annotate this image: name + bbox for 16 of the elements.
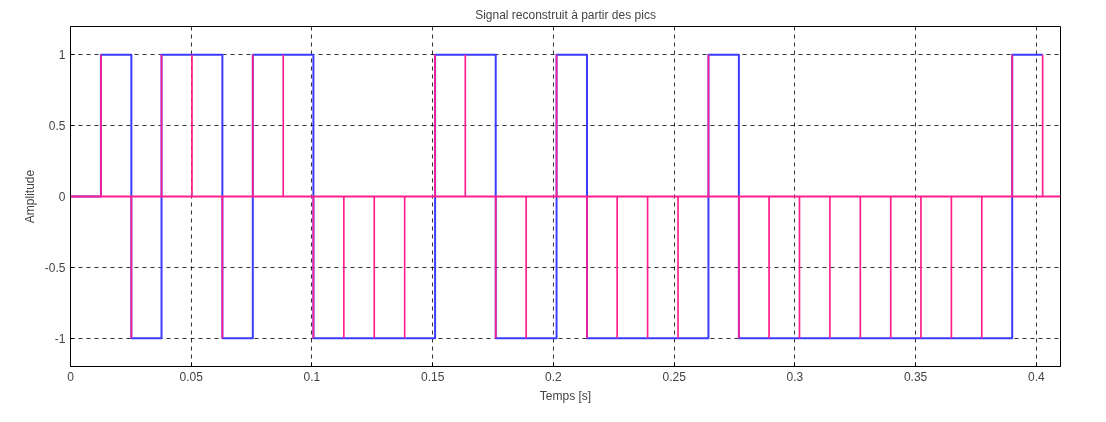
x-tick-label: 0.1	[303, 369, 321, 384]
y-tick-label: 0.5	[48, 119, 66, 134]
x-tick-label: 0.35	[903, 369, 928, 384]
y-tick-label: -0.5	[44, 260, 66, 275]
x-tick-label: 0.3	[786, 369, 804, 384]
y-tick-label: 0	[58, 190, 66, 204]
x-tick-label: 0.15	[421, 369, 445, 384]
x-tick-label: 0.25	[662, 369, 687, 384]
chart-title: Signal reconstruit à partir des pics	[475, 7, 656, 22]
x-tick-label: 0.2	[545, 369, 563, 384]
x-tick-label: 0.05	[179, 369, 204, 384]
y-axis-title: Amplitude	[22, 169, 37, 224]
x-axis-title: Temps [s]	[539, 388, 592, 403]
x-tick-label: 0.4	[1028, 369, 1046, 384]
y-tick-label: -1	[54, 331, 66, 346]
y-tick-label: 1	[58, 48, 66, 63]
